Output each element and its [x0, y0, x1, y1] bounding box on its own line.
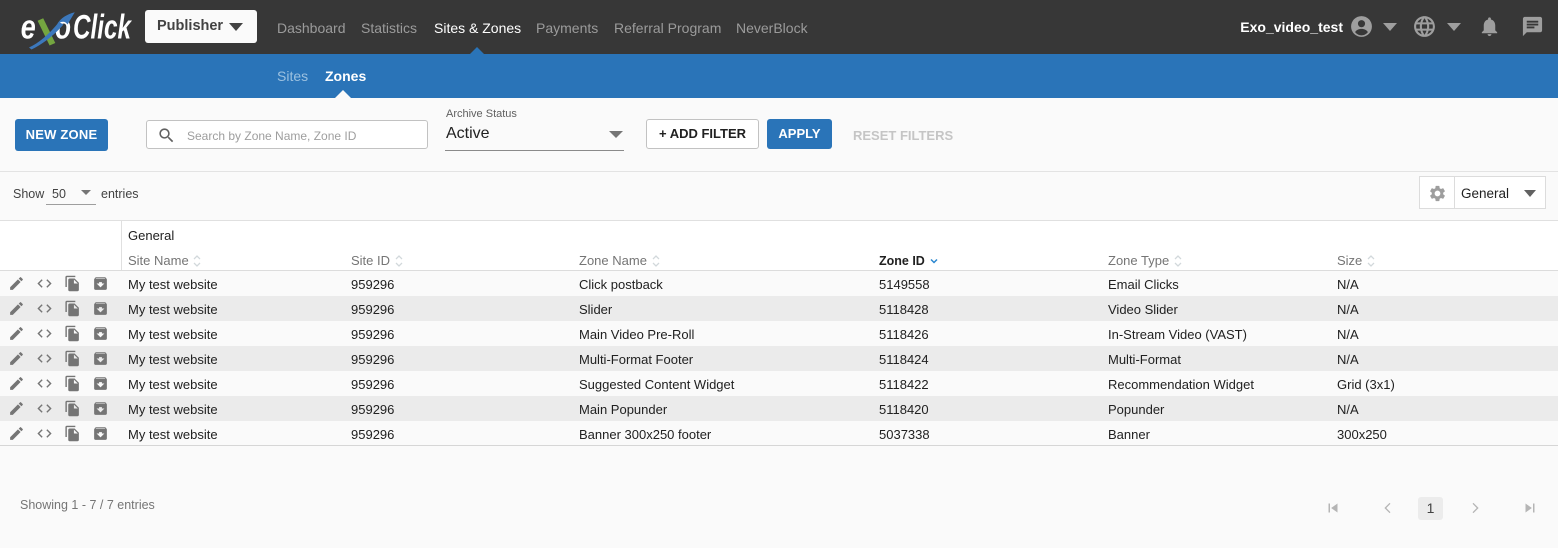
svg-text:e: e [21, 9, 36, 47]
svg-text:Click: Click [73, 9, 132, 47]
